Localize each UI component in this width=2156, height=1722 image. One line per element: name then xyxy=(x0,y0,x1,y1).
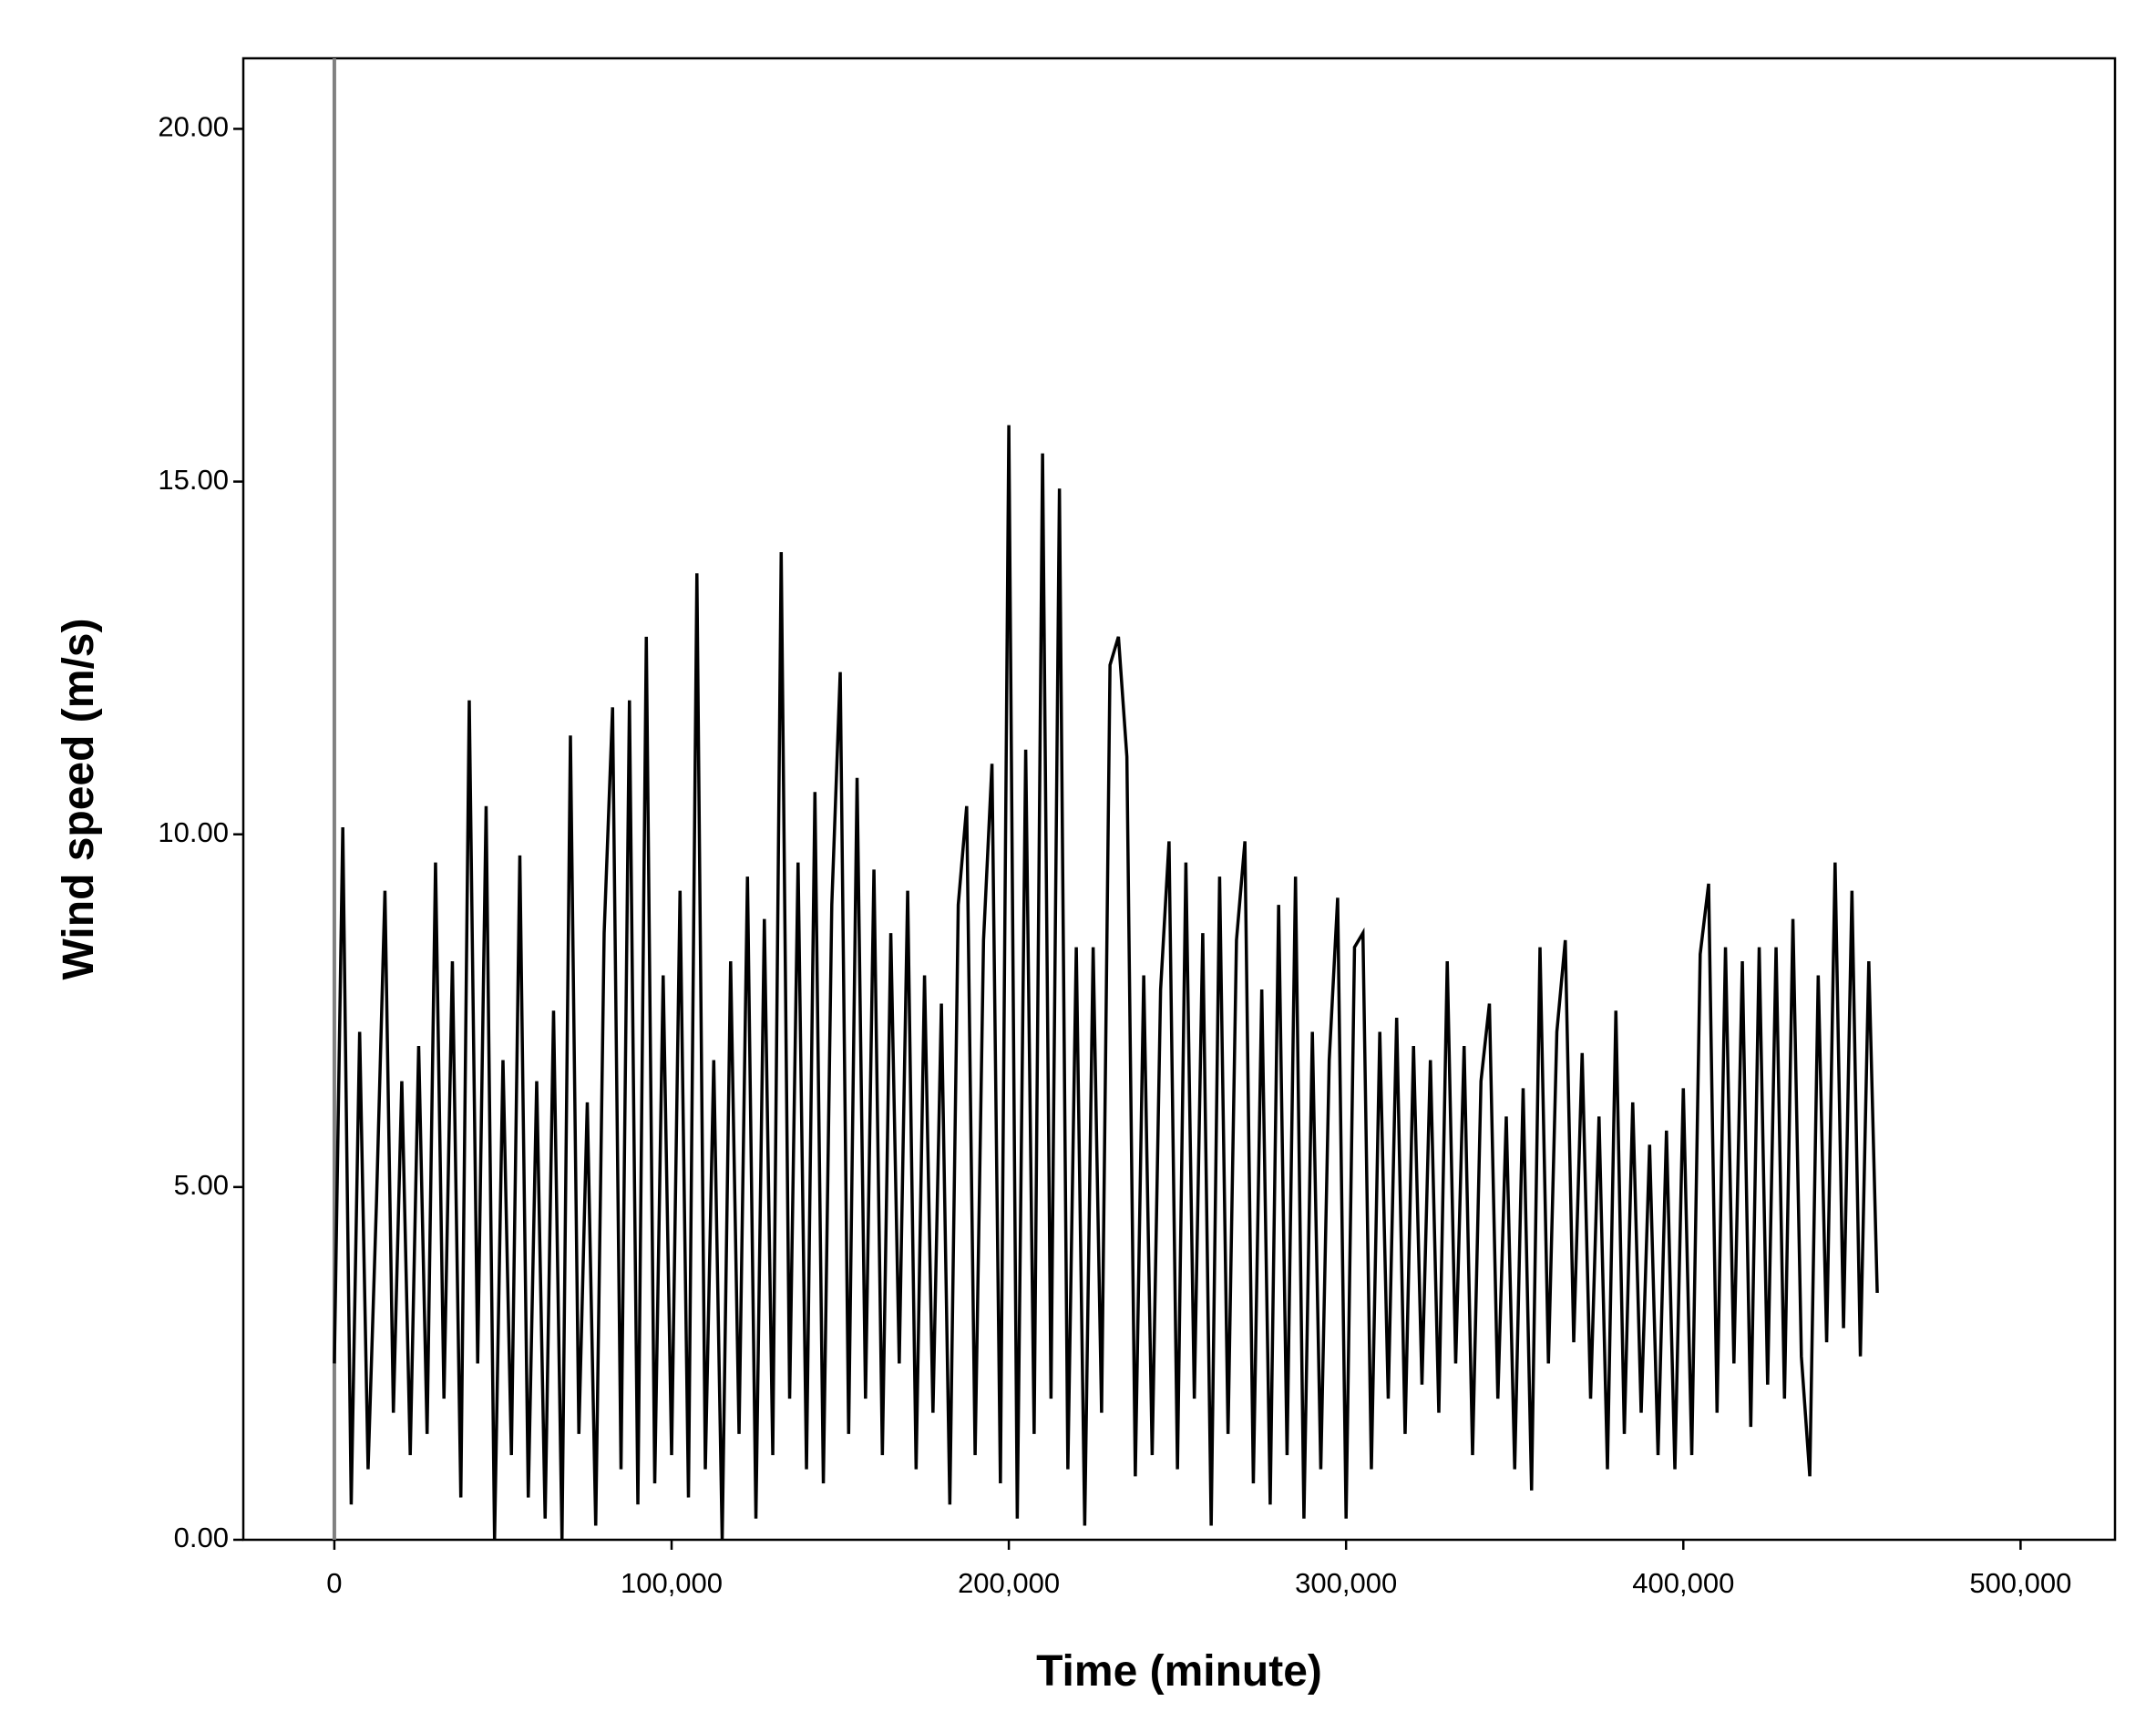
x-tick-label: 300,000 xyxy=(1295,1567,1397,1599)
y-tick-label: 10.00 xyxy=(158,816,229,848)
y-axis-title: Wind speed (m/s) xyxy=(55,619,103,980)
x-axis-title: Time (minute) xyxy=(1036,1647,1322,1696)
y-tick-label: 5.00 xyxy=(174,1169,229,1201)
data-line xyxy=(333,425,1879,1541)
y-tick-label: 20.00 xyxy=(158,111,229,143)
x-tick-label: 400,000 xyxy=(1632,1567,1734,1599)
plot-frame xyxy=(241,56,2117,1542)
x-tick-label: 200,000 xyxy=(958,1567,1060,1599)
x-tick-label: 500,000 xyxy=(1969,1567,2071,1599)
y-tick-label: 15.00 xyxy=(158,464,229,496)
x-tick-label: 0 xyxy=(326,1567,342,1599)
y-tick-label: 0.00 xyxy=(174,1522,229,1553)
x-tick-label: 100,000 xyxy=(621,1567,723,1599)
